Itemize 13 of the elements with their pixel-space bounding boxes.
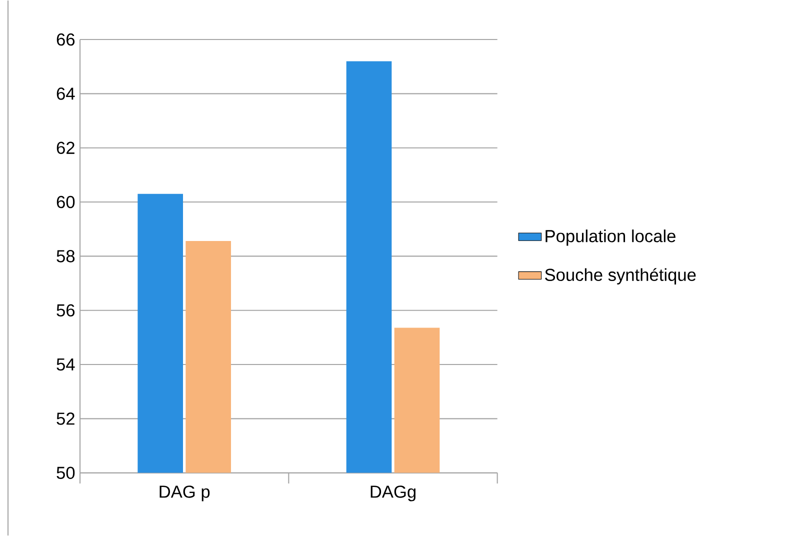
y-tick-label: 64 — [56, 88, 75, 100]
y-tick-label: 60 — [56, 196, 75, 208]
y-tick-label: 56 — [56, 304, 75, 316]
y-tick-label: 62 — [56, 142, 74, 154]
legend-label: Souche synthétique — [545, 268, 696, 284]
x-tick-label: DAGg — [370, 486, 416, 502]
x-tick-label: DAG p — [160, 486, 210, 502]
legend-label: Population locale — [546, 229, 676, 246]
y-tick-label: 50 — [56, 466, 75, 479]
y-tick-label: 52 — [56, 412, 74, 425]
y-tick-label: 66 — [56, 33, 75, 46]
y-tick-label: 58 — [56, 250, 75, 262]
y-tick-label: 54 — [56, 358, 75, 371]
